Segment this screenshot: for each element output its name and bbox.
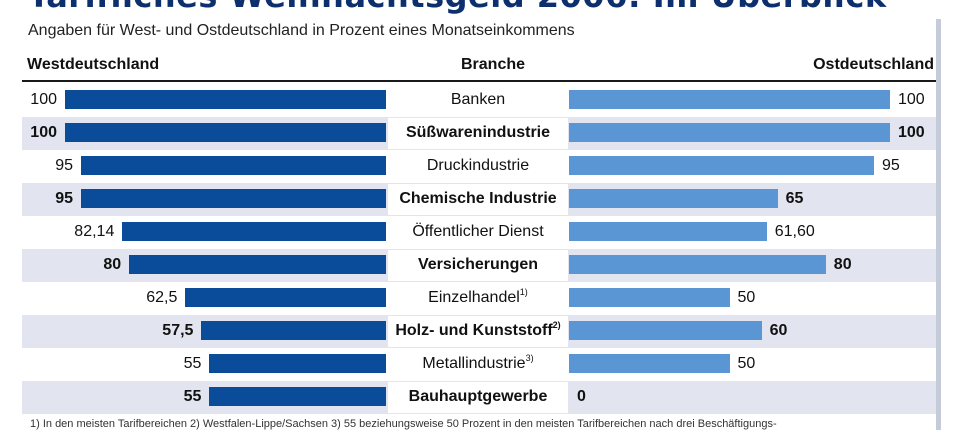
value-label-west: 95 bbox=[55, 157, 74, 174]
bar-west bbox=[81, 189, 386, 208]
category-cell bbox=[388, 217, 568, 248]
category-label: Banken bbox=[388, 91, 568, 109]
bar-west bbox=[185, 288, 386, 307]
category-label-text: Einzelhandel bbox=[428, 289, 520, 306]
chart-title-text: Tarifliches Weihnachtsgeld 2006: Im Über… bbox=[28, 0, 887, 14]
category-label: Öffentlicher Dienst bbox=[388, 223, 568, 241]
category-cell bbox=[388, 316, 568, 347]
category-label-text: Banken bbox=[450, 91, 506, 108]
bar-west bbox=[81, 156, 386, 175]
value-label-east: 65 bbox=[785, 190, 804, 207]
chart-row: Süßwarenindustrie 100 100 bbox=[22, 117, 936, 150]
category-cell bbox=[388, 184, 568, 215]
category-label: Süßwarenindustrie bbox=[388, 124, 568, 142]
category-cell bbox=[388, 349, 568, 380]
value-label-west: 100 bbox=[30, 124, 57, 141]
chart-row: Bauhauptgewerbe 55 0 bbox=[22, 381, 936, 414]
bar-east bbox=[569, 288, 730, 307]
category-label-text: Versicherungen bbox=[417, 256, 539, 273]
bar-east bbox=[569, 222, 767, 241]
bar-east bbox=[569, 156, 874, 175]
category-label-text: Druckindustrie bbox=[426, 157, 530, 174]
chart-row: Banken 100 100 bbox=[22, 84, 936, 117]
category-label: Holz- und Kunststoff2) bbox=[388, 320, 568, 340]
category-label: Metallindustrie3) bbox=[388, 353, 568, 373]
bar-west bbox=[209, 354, 386, 373]
category-cell bbox=[388, 283, 568, 314]
category-label: Versicherungen bbox=[388, 256, 568, 274]
bar-west bbox=[65, 90, 386, 109]
category-label: Chemische Industrie bbox=[388, 190, 568, 208]
bar-west bbox=[65, 123, 386, 142]
footnote-marker: 2) bbox=[552, 320, 561, 330]
chart-row: Metallindustrie3) 55 50 bbox=[22, 348, 936, 381]
bar-east bbox=[569, 255, 826, 274]
value-label-west: 62,5 bbox=[146, 289, 178, 306]
header-divider bbox=[22, 80, 936, 82]
value-label-east: 50 bbox=[737, 289, 756, 306]
value-label-east: 61,60 bbox=[774, 223, 815, 240]
bar-east bbox=[569, 354, 730, 373]
category-label: Einzelhandel1) bbox=[388, 287, 568, 307]
header-west: Westdeutschland bbox=[27, 56, 160, 73]
value-label-west: 80 bbox=[103, 256, 122, 273]
footnote-marker: 3) bbox=[525, 353, 534, 363]
category-label: Druckindustrie bbox=[388, 157, 568, 175]
value-label-west: 55 bbox=[183, 388, 202, 405]
category-label-text: Süßwarenindustrie bbox=[405, 124, 551, 141]
header-ost: Ostdeutschland bbox=[813, 56, 934, 73]
chart-row: Öffentlicher Dienst 82,14 61,60 bbox=[22, 216, 936, 249]
chart-row: Druckindustrie 95 95 bbox=[22, 150, 936, 183]
bar-west bbox=[201, 321, 386, 340]
value-label-east: 50 bbox=[737, 355, 756, 372]
bar-east bbox=[569, 123, 890, 142]
value-label-west: 100 bbox=[30, 91, 57, 108]
category-cell bbox=[388, 85, 568, 116]
category-cell bbox=[388, 382, 568, 413]
value-label-east: 0 bbox=[577, 388, 586, 405]
chart-title: Tarifliches Weihnachtsgeld 2006: Im Über… bbox=[0, 0, 960, 14]
chart-subtitle: Angaben für West- und Ostdeutschland in … bbox=[28, 22, 575, 39]
value-label-east: 100 bbox=[898, 91, 925, 108]
category-cell bbox=[388, 151, 568, 182]
category-cell bbox=[388, 118, 568, 149]
header-branche: Branche bbox=[460, 56, 526, 73]
value-label-east: 60 bbox=[769, 322, 788, 339]
value-label-west: 55 bbox=[183, 355, 202, 372]
bar-east bbox=[569, 189, 778, 208]
category-label-text: Öffentlicher Dienst bbox=[412, 223, 544, 240]
category-cell bbox=[388, 250, 568, 281]
value-label-west: 95 bbox=[55, 190, 74, 207]
chart-row: Einzelhandel1) 62,5 50 bbox=[22, 282, 936, 315]
bar-east bbox=[569, 90, 890, 109]
chart-row: Chemische Industrie 95 65 bbox=[22, 183, 936, 216]
value-label-west: 82,14 bbox=[74, 223, 115, 240]
category-label: Bauhauptgewerbe bbox=[388, 388, 568, 406]
chart-row: Versicherungen 80 80 bbox=[22, 249, 936, 282]
bar-east bbox=[569, 321, 762, 340]
bar-west bbox=[209, 387, 386, 406]
category-label-text: Holz- und Kunststoff bbox=[395, 322, 553, 339]
footnote: 1) In den meisten Tarifbereichen 2) West… bbox=[30, 418, 777, 430]
value-label-east: 100 bbox=[898, 124, 925, 141]
footnote-marker: 1) bbox=[519, 287, 528, 297]
category-label-text: Chemische Industrie bbox=[399, 190, 557, 207]
category-label-text: Bauhauptgewerbe bbox=[408, 388, 548, 405]
chart-row: Holz- und Kunststoff2) 57,5 60 bbox=[22, 315, 936, 348]
category-label-text: Metallindustrie bbox=[422, 355, 526, 372]
value-label-east: 95 bbox=[881, 157, 900, 174]
bar-west bbox=[122, 222, 386, 241]
value-label-west: 57,5 bbox=[162, 322, 194, 339]
value-label-east: 80 bbox=[833, 256, 852, 273]
bar-west bbox=[129, 255, 386, 274]
